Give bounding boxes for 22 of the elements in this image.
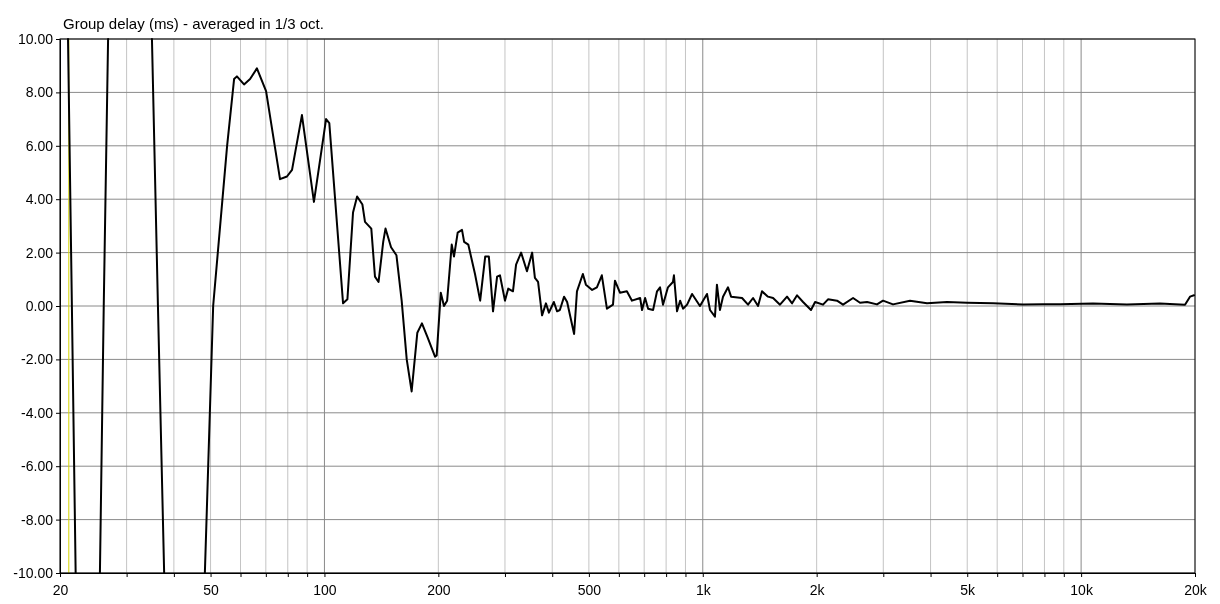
y-tick-label: -2.00 (21, 351, 54, 368)
x-tick-label: 5k (960, 582, 977, 599)
y-tick-label: 6.00 (25, 137, 54, 154)
x-tick-label: 500 (577, 582, 602, 599)
chart-title: Group delay (ms) - averaged in 1/3 oct. (63, 15, 324, 32)
y-tick-label: -4.00 (21, 404, 54, 421)
y-tick-label: 4.00 (25, 191, 54, 208)
y-tick-label: -6.00 (21, 458, 54, 475)
x-tick-label: 200 (427, 582, 451, 599)
x-tick-label: 20k (1184, 582, 1208, 599)
y-tick-label: 0.00 (25, 297, 54, 314)
y-tick-label: -10.00 (13, 564, 54, 581)
y-tick-label: -8.00 (21, 511, 54, 528)
x-tick-label: 20 (52, 582, 69, 599)
x-tick-label: 50 (203, 582, 220, 599)
x-tick-label: 100 (313, 582, 337, 599)
y-tick-label: 8.00 (25, 84, 54, 101)
x-tick-label: 10k (1070, 582, 1094, 599)
y-tick-label: 10.00 (17, 30, 54, 47)
x-tick-label: 2k (809, 582, 826, 599)
x-tick-label: 1k (695, 582, 712, 599)
y-tick-label: 2.00 (25, 244, 54, 261)
